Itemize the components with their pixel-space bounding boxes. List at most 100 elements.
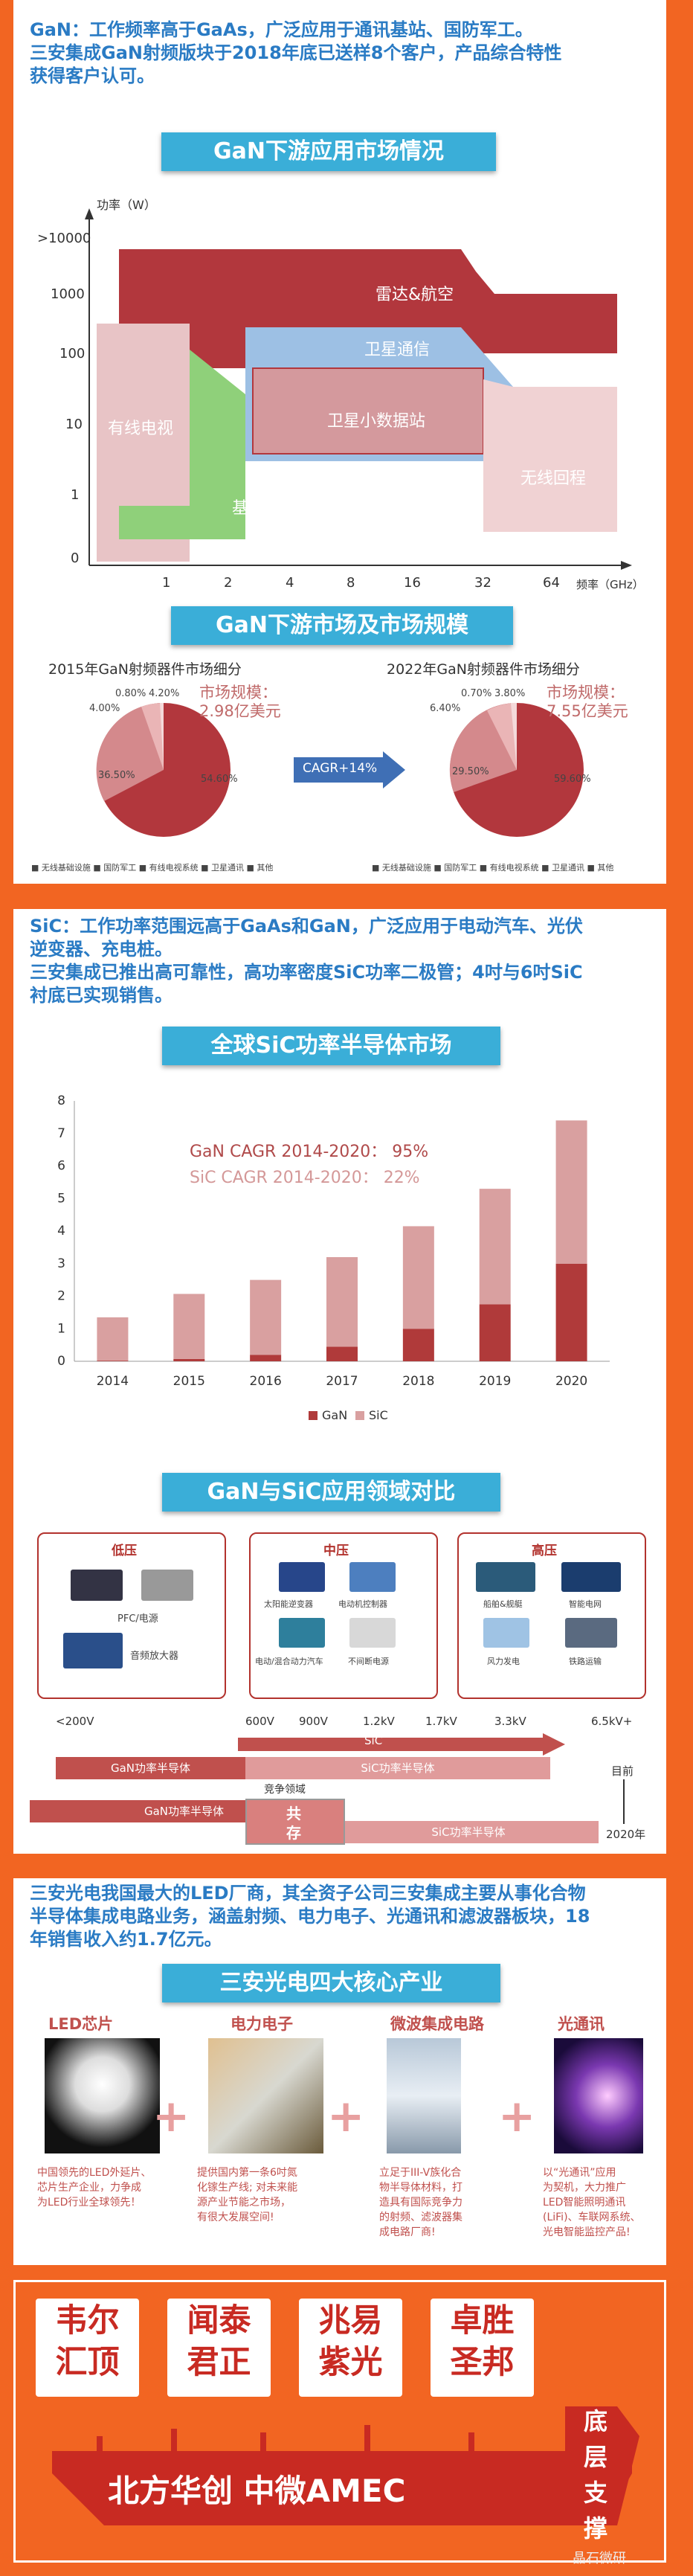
core-optical-desc-4: (LiFi)、车联网系统、 <box>543 2212 641 2223</box>
pie2022-label-5: 59.60% <box>554 774 591 785</box>
img-rail <box>565 1618 617 1648</box>
y-axis-label: 功率（W） <box>97 198 156 212</box>
bar-gan <box>250 1355 282 1361</box>
area-label-backhaul: 无线回程 <box>520 469 587 488</box>
core-led-desc-3: 为LED行业全球领先！ <box>37 2197 141 2209</box>
low-item-1: PFC/电源 <box>117 1613 158 1625</box>
bar-sic <box>97 1317 129 1361</box>
core-microwave-desc-5: 成电路厂商! <box>379 2226 436 2238</box>
y-tick-1: >10000 <box>37 231 91 246</box>
y-tick-label: 0 <box>57 1354 65 1369</box>
img-ev <box>279 1618 325 1648</box>
core-power-desc-4: 有很大发展空间! <box>197 2212 274 2223</box>
img-ups <box>349 1618 396 1648</box>
gan-intro-line-2: 三安集成GaN射频版块于2018年底已送样8个客户，产品综合特性 <box>30 42 562 63</box>
area-base <box>119 350 245 539</box>
sic-bar-now: SiC功率半导体 <box>245 1757 550 1779</box>
core-microwave-desc-4: 的射频、滤波器集 <box>379 2212 462 2223</box>
core-optical-desc-2: 为契机，大力推广 <box>543 2182 626 2194</box>
pie2015-label-1: 0.80% <box>115 688 146 699</box>
bar-sic <box>250 1279 282 1355</box>
company-tile-1: 韦尔 汇顶 <box>36 2299 139 2397</box>
pie2022-label-2: 3.80% <box>494 688 526 699</box>
high-item-4: 铁路运输 <box>569 1657 602 1666</box>
img-grid <box>561 1562 621 1592</box>
bar-gan <box>479 1304 511 1361</box>
bar-sic <box>402 1226 434 1329</box>
year-label: 2020年 <box>606 1828 646 1841</box>
high-item-1: 船舶&舰艇 <box>483 1599 523 1609</box>
pie2015-title: 2015年GaN射频器件市场细分 <box>48 661 242 678</box>
bar-gan <box>402 1329 434 1361</box>
gan-intro-line-3: 获得客户认可。 <box>30 65 155 86</box>
volt-6: 3.3kV <box>494 1715 526 1728</box>
img-power <box>141 1570 193 1601</box>
y-tick-3: 100 <box>59 346 86 362</box>
coexist-label-2: 存 <box>286 1824 301 1842</box>
support-2: 层 <box>584 2443 608 2471</box>
sanan-intro-line-1: 三安光电我国最大的LED厂商，其全资子公司三安集成主要从事化合物 <box>30 1883 586 1904</box>
area-label-cabletv: 有线电视 <box>108 420 174 438</box>
ship-silhouette <box>52 2406 639 2525</box>
y-tick-label: 4 <box>57 1224 65 1239</box>
img-amp <box>63 1633 123 1668</box>
x-tick-label: 2019 <box>479 1374 511 1389</box>
volt-4: 1.2kV <box>363 1715 395 1728</box>
volt-1: <200V <box>56 1715 94 1728</box>
pie-2022 <box>449 702 584 837</box>
pie2022-title: 2022年GaN射频器件市场细分 <box>387 661 580 678</box>
wafer-image <box>208 2038 323 2153</box>
x-axis-label: 频率（GHz） <box>576 578 644 591</box>
x-tick-label: 2017 <box>326 1374 358 1389</box>
gan-scale-title: GaN下游市场及市场规模 <box>171 606 513 645</box>
core-title: 三安光电四大核心产业 <box>162 1964 500 2002</box>
pie2015-slice-catv <box>141 702 164 770</box>
mid-item-4: 不间断电源 <box>348 1657 389 1666</box>
img-motor <box>349 1562 396 1592</box>
y-tick-6: 0 <box>71 550 80 566</box>
pie2022-market-value: 7.55亿美元 <box>547 702 628 720</box>
support-1: 底 <box>584 2407 608 2435</box>
sanan-intro: 三安光电我国最大的LED厂商，其全资子公司三安集成主要从事化合物 半导体集成电路… <box>30 1882 662 1951</box>
sic-sic-cagr: SiC CAGR 2014-2020： 22% <box>190 1169 420 1187</box>
pie2015-label-4: 36.50% <box>98 770 135 781</box>
x-tick-3: 4 <box>286 575 294 591</box>
pie2022-label-3: 6.40% <box>430 703 461 714</box>
y-tick-label: 3 <box>57 1256 65 1271</box>
core-microwave-desc-1: 立足于III-V族化合 <box>379 2167 462 2179</box>
company-2-line-1: 闻泰 <box>187 2302 251 2339</box>
company-tile-3: 兆易 紫光 <box>299 2299 402 2397</box>
img-wind <box>483 1618 529 1648</box>
x-tick-label: 2014 <box>97 1374 129 1389</box>
company-1-line-2: 汇顶 <box>55 2344 120 2381</box>
plus-2: + <box>327 2090 365 2142</box>
gan-intro-line-1: GaN：工作频率高于GaAs，广泛应用于通讯基站、国防军工。 <box>30 19 533 40</box>
core-optical-desc-3: LED智能照明通讯 <box>543 2197 626 2209</box>
company-3-line-2: 紫光 <box>318 2344 383 2381</box>
x-axis-arrow <box>621 561 632 570</box>
y-tick-4: 10 <box>65 417 83 432</box>
pie2015-label-5: 54.60% <box>201 774 238 785</box>
ship-text: 北方华创 中微AMEC <box>108 2473 406 2509</box>
sic-chart-title: 全球SiC功率半导体市场 <box>162 1027 500 1065</box>
gan-market-chart <box>85 208 632 570</box>
y-tick-label: 5 <box>57 1191 65 1206</box>
pie2022-slice-sat <box>511 702 517 770</box>
x-tick-4: 8 <box>346 575 355 591</box>
sic-bar-chart: 0 1 2 3 4 5 6 7 8 2014 2015 2016 2017 2018 2019 2020 <box>57 1093 610 1389</box>
y-tick-label: 8 <box>57 1093 65 1108</box>
gan-market-title: GaN下游应用市场情况 <box>161 132 496 171</box>
pie2015-slice-sat <box>160 702 164 770</box>
x-tick-7: 64 <box>543 575 560 591</box>
pie2015-slice-defense <box>96 702 164 801</box>
area-label-radar: 雷达&航空 <box>375 286 454 304</box>
volt-3: 900V <box>299 1715 328 1728</box>
panel-high-title: 高压 <box>532 1544 557 1558</box>
x-tick-1: 1 <box>162 575 171 591</box>
img-ship <box>476 1562 535 1592</box>
panel-high <box>457 1532 646 1699</box>
cagr-label: CAGR+14% <box>303 761 378 776</box>
panel-low-title: 低压 <box>112 1544 137 1558</box>
volt-5: 1.7kV <box>425 1715 457 1728</box>
gan-intro: GaN：工作频率高于GaAs，广泛应用于通讯基站、国防军工。 三安集成GaN射频… <box>30 19 654 88</box>
